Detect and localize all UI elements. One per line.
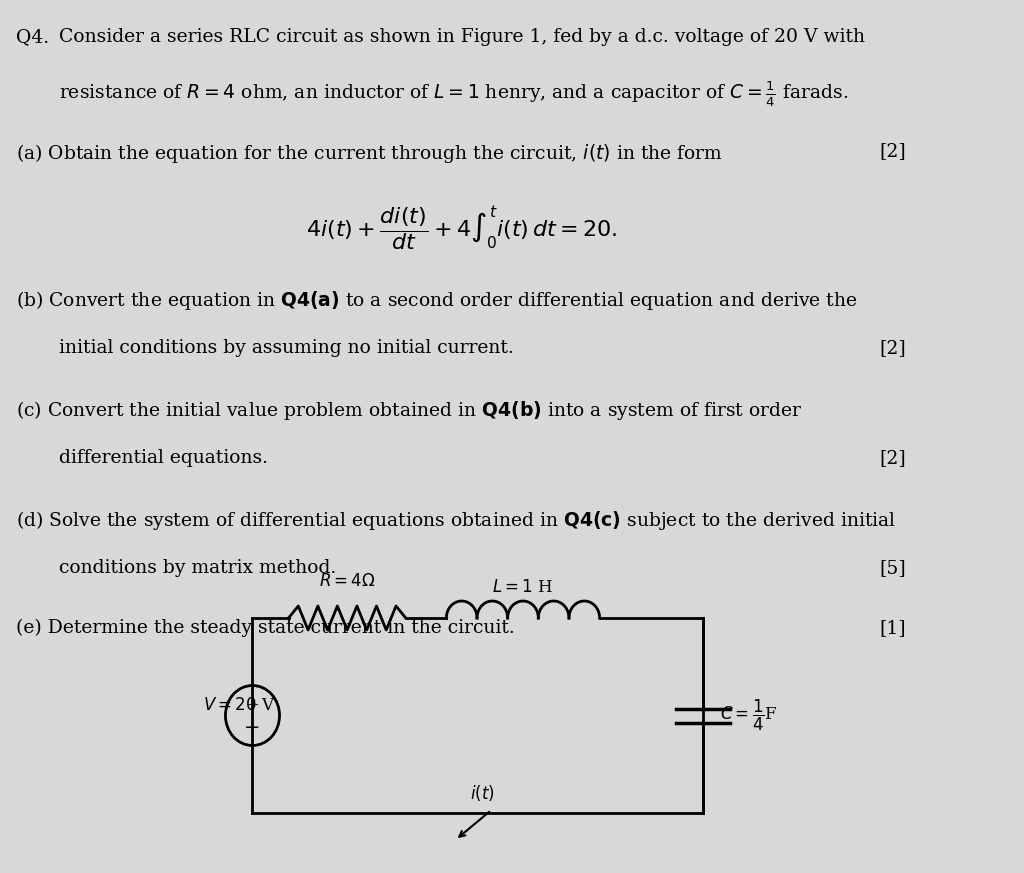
Text: conditions by matrix method.: conditions by matrix method.	[58, 559, 336, 577]
Text: [2]: [2]	[880, 339, 906, 357]
Text: (d) Solve the system of differential equations obtained in $\mathbf{Q4(c)}$ subj: (d) Solve the system of differential equ…	[16, 509, 897, 532]
Text: Q4.: Q4.	[16, 28, 49, 46]
Text: initial conditions by assuming no initial current.: initial conditions by assuming no initia…	[58, 339, 513, 357]
Text: $R = 4\Omega$: $R = 4\Omega$	[318, 573, 376, 590]
Text: [5]: [5]	[880, 559, 906, 577]
Text: resistance of $R = 4$ ohm, an inductor of $L = 1$ henry, and a capacitor of $C =: resistance of $R = 4$ ohm, an inductor o…	[58, 80, 848, 109]
Text: $4i(t) + \dfrac{di(t)}{dt} + 4\int_0^t i(t)\,dt = 20.$: $4i(t) + \dfrac{di(t)}{dt} + 4\int_0^t i…	[306, 204, 617, 253]
Text: Consider a series RLC circuit as shown in Figure 1, fed by a d.c. voltage of 20 : Consider a series RLC circuit as shown i…	[58, 28, 864, 46]
Text: [2]: [2]	[880, 449, 906, 467]
Text: +: +	[246, 697, 259, 714]
Text: (b) Convert the equation in $\mathbf{Q4(a)}$ to a second order differential equa: (b) Convert the equation in $\mathbf{Q4(…	[16, 289, 858, 312]
Text: −: −	[245, 718, 261, 737]
Text: (e) Determine the steady state current in the circuit.: (e) Determine the steady state current i…	[16, 619, 515, 637]
Text: [2]: [2]	[880, 142, 906, 160]
Text: differential equations.: differential equations.	[58, 449, 267, 467]
Text: $L = 1$ H: $L = 1$ H	[493, 579, 554, 596]
Text: (c) Convert the initial value problem obtained in $\mathbf{Q4(b)}$ into a system: (c) Convert the initial value problem ob…	[16, 399, 803, 422]
Text: [1]: [1]	[880, 619, 906, 637]
Text: $C = \dfrac{1}{4}$F: $C = \dfrac{1}{4}$F	[720, 698, 777, 733]
Text: $V = 20$ V: $V = 20$ V	[203, 697, 275, 714]
Text: $i(t)$: $i(t)$	[470, 783, 495, 803]
Text: (a) Obtain the equation for the current through the circuit, $i(t)$ in the form: (a) Obtain the equation for the current …	[16, 142, 723, 165]
